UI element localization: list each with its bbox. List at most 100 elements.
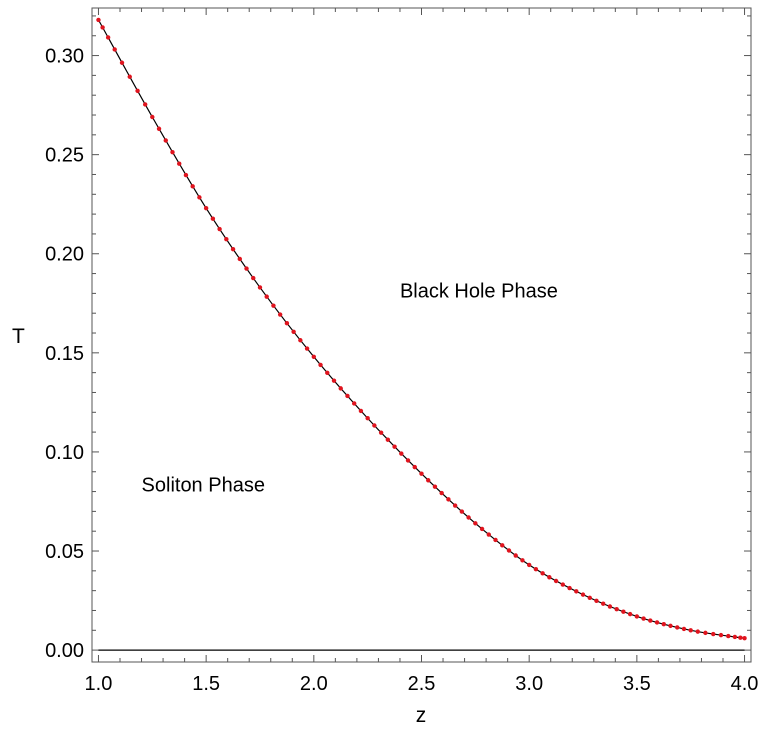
data-point <box>703 630 708 636</box>
data-point <box>244 266 249 271</box>
data-point <box>156 126 162 131</box>
data-point <box>338 386 343 391</box>
data-point <box>284 321 290 326</box>
data-point <box>479 526 485 532</box>
data-point <box>163 138 168 143</box>
y-tick-label: 0.20 <box>45 244 84 266</box>
y-tick-label: 0.15 <box>45 343 84 365</box>
annotation-black-hole-phase: Black Hole Phase <box>400 280 558 302</box>
data-point <box>100 25 105 30</box>
data-point <box>412 464 417 470</box>
data-point <box>311 354 317 359</box>
data-point <box>553 578 559 584</box>
data-point <box>405 458 411 463</box>
axis-ticks <box>92 8 751 662</box>
data-point <box>621 609 626 614</box>
data-point <box>197 195 202 200</box>
data-point <box>298 338 303 343</box>
data-point <box>399 451 404 456</box>
data-point <box>177 161 182 166</box>
data-point <box>574 589 579 594</box>
data-point <box>230 246 236 252</box>
data-point <box>96 17 101 23</box>
data-point <box>432 484 438 489</box>
data-point <box>203 205 209 211</box>
data-point <box>127 74 132 79</box>
y-tick-label: 0.10 <box>45 442 84 464</box>
data-point <box>668 623 673 629</box>
y-tick-label: 0.00 <box>45 640 84 662</box>
data-point <box>547 575 552 580</box>
data-point <box>419 471 424 476</box>
x-tick-label: 1.0 <box>85 673 113 695</box>
data-point <box>190 184 195 189</box>
data-point <box>378 430 384 435</box>
data-point <box>711 631 716 637</box>
data-point <box>365 416 370 421</box>
data-point <box>291 329 296 335</box>
x-tick-label: 4.0 <box>731 673 759 695</box>
axis-tick-labels: 1.0 1.5 2.0 2.5 3.0 3.5 4.0 0.00 0.05 0.10 0.15 0.2… <box>45 46 758 695</box>
x-tick-label: 3.5 <box>623 673 651 695</box>
data-point <box>318 362 323 368</box>
data-point <box>264 294 269 299</box>
x-tick-label: 2.5 <box>408 673 436 695</box>
data-point <box>493 537 498 543</box>
y-axis-title: T <box>12 325 25 348</box>
data-point <box>654 620 660 625</box>
data-point <box>385 437 391 442</box>
data-series <box>96 17 747 651</box>
data-point <box>587 595 592 600</box>
data-point <box>224 236 229 242</box>
data-point <box>210 216 216 221</box>
x-tick-label: 2.0 <box>300 673 328 695</box>
data-point <box>526 562 532 568</box>
data-point <box>648 618 653 623</box>
data-point <box>520 558 525 563</box>
data-point <box>439 490 444 496</box>
data-point <box>251 275 256 281</box>
data-point <box>345 393 350 399</box>
data-point <box>718 632 724 638</box>
data-point <box>271 303 276 308</box>
data-point <box>304 346 310 351</box>
y-tick-label: 0.30 <box>45 46 84 68</box>
data-point <box>150 114 155 120</box>
data-point <box>634 614 640 619</box>
data-point <box>135 88 140 94</box>
data-point <box>513 553 518 558</box>
data-point <box>560 582 566 587</box>
data-point <box>257 285 263 290</box>
x-axis-title: z <box>416 704 427 727</box>
data-point <box>614 606 619 612</box>
data-point <box>105 35 111 40</box>
data-point <box>352 401 357 406</box>
data-point <box>641 616 646 621</box>
data-point <box>426 478 431 483</box>
data-point <box>688 628 693 633</box>
data-point <box>325 370 330 376</box>
data-point <box>170 149 175 155</box>
data-point <box>486 532 491 537</box>
data-point <box>500 543 505 548</box>
data-point <box>452 503 458 508</box>
data-point <box>567 585 572 591</box>
data-point <box>580 592 586 597</box>
data-point <box>726 633 731 639</box>
data-point <box>506 548 512 553</box>
data-point <box>143 102 148 107</box>
data-point <box>112 47 117 52</box>
x-tick-label: 1.5 <box>192 673 220 695</box>
data-point <box>446 497 451 502</box>
data-point <box>331 378 337 383</box>
data-point <box>466 515 471 520</box>
data-point <box>675 625 680 630</box>
data-point <box>627 611 633 617</box>
data-point <box>459 509 465 514</box>
data-point <box>601 601 606 606</box>
data-point <box>217 226 222 232</box>
data-point <box>473 521 478 526</box>
data-point <box>661 622 666 627</box>
data-point <box>738 635 743 640</box>
data-point <box>358 408 364 414</box>
